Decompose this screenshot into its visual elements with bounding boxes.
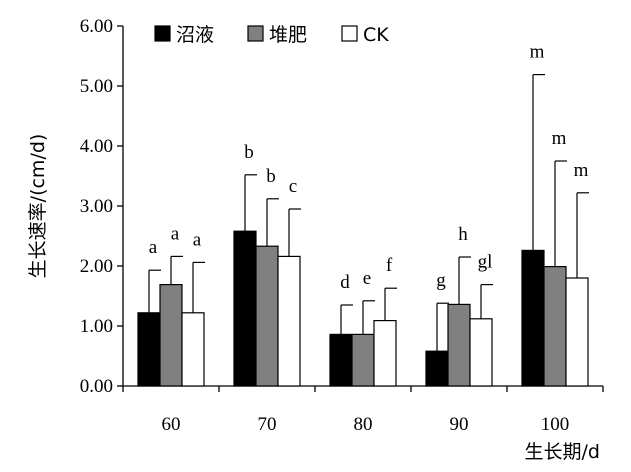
bar bbox=[159, 284, 183, 387]
bar bbox=[277, 255, 301, 387]
bar bbox=[521, 249, 545, 387]
x-tick-label: 90 bbox=[450, 414, 469, 435]
significance-label: a bbox=[193, 229, 202, 250]
significance-label: e bbox=[363, 268, 371, 289]
significance-label: a bbox=[171, 223, 180, 244]
x-axis: 60 70 80 90 100 bbox=[122, 385, 604, 435]
legend-swatch bbox=[247, 25, 264, 42]
bar bbox=[565, 277, 589, 387]
y-tick-label: 0.00 bbox=[80, 376, 113, 397]
x-tick-label: 100 bbox=[541, 414, 570, 435]
y-tick-label: 3.00 bbox=[80, 196, 113, 217]
legend: 沼液 堆肥 CK bbox=[154, 24, 389, 46]
x-tick-label: 60 bbox=[162, 414, 181, 435]
bar bbox=[543, 266, 567, 387]
y-tick-label: 2.00 bbox=[80, 256, 113, 277]
y-tick-label: 4.00 bbox=[80, 136, 113, 157]
y-tick-label: 6.00 bbox=[80, 16, 113, 37]
bar bbox=[137, 312, 161, 387]
bar bbox=[351, 333, 375, 387]
significance-label: b bbox=[244, 142, 254, 163]
x-axis-title: 生长期/d bbox=[525, 441, 600, 463]
bar bbox=[255, 245, 279, 387]
y-tick-label: 5.00 bbox=[80, 76, 113, 97]
legend-label: 沼液 bbox=[176, 24, 214, 46]
significance-label: m bbox=[574, 160, 589, 181]
significance-label: h bbox=[458, 224, 468, 245]
bar bbox=[447, 303, 471, 387]
significance-label: m bbox=[530, 42, 545, 63]
legend-label: CK bbox=[363, 24, 389, 46]
x-tick-label: 80 bbox=[354, 414, 373, 435]
significance-label: b bbox=[266, 166, 276, 187]
bar bbox=[181, 312, 205, 387]
bar bbox=[233, 230, 257, 387]
bar bbox=[469, 318, 493, 387]
legend-swatch bbox=[341, 25, 358, 42]
significance-label: f bbox=[386, 255, 393, 276]
bar bbox=[425, 350, 449, 387]
y-axis: 0.00 1.00 2.00 3.00 4.00 5.00 6.00 bbox=[80, 16, 124, 397]
bar bbox=[373, 320, 397, 387]
bar-series-group: a b d g m a b e h m a c f gl m bbox=[137, 42, 589, 387]
y-tick-label: 1.00 bbox=[80, 316, 113, 337]
significance-label: a bbox=[149, 237, 158, 258]
x-tick-label: 70 bbox=[258, 414, 277, 435]
significance-label: c bbox=[289, 176, 297, 197]
legend-swatch bbox=[154, 25, 171, 42]
significance-label: d bbox=[340, 272, 350, 293]
y-axis-title: 生长速率/(cm/d) bbox=[27, 134, 49, 279]
bar bbox=[329, 333, 353, 387]
legend-label: 堆肥 bbox=[269, 24, 307, 46]
significance-label: g bbox=[436, 270, 446, 291]
significance-label: m bbox=[552, 128, 567, 149]
significance-label: gl bbox=[478, 252, 493, 273]
